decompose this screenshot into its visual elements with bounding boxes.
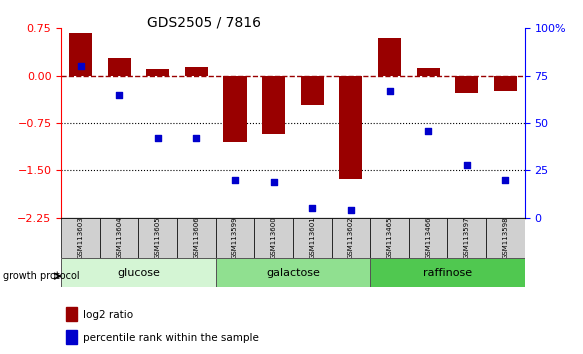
Text: glucose: glucose [117,268,160,278]
Text: GSM113598: GSM113598 [503,217,508,259]
Point [346,207,356,213]
Bar [66,307,78,321]
Bar [262,76,285,135]
Point [153,135,163,141]
Text: GSM113604: GSM113604 [116,217,122,259]
Text: GSM113465: GSM113465 [387,217,392,259]
Text: log2 ratio: log2 ratio [83,310,134,320]
Bar [494,76,517,91]
Bar [177,218,216,258]
Bar [293,218,332,258]
Bar [223,76,247,142]
Bar [301,76,324,105]
Bar [416,68,440,76]
Text: GSM113600: GSM113600 [271,217,277,259]
Bar [61,218,100,258]
Point [76,63,85,69]
Bar [185,68,208,76]
Bar [370,258,525,287]
Bar [107,58,131,76]
Text: galactose: galactose [266,268,320,278]
Point [385,88,394,94]
Bar [216,218,254,258]
Point [423,128,433,133]
Text: GSM113599: GSM113599 [232,217,238,259]
Text: GSM113602: GSM113602 [348,217,354,259]
Text: GSM113466: GSM113466 [425,217,431,259]
Text: GSM113605: GSM113605 [154,217,161,259]
Text: growth protocol: growth protocol [3,271,79,281]
Bar [370,218,409,258]
Bar [216,258,370,287]
Text: GSM113601: GSM113601 [309,217,315,259]
Bar [448,218,486,258]
Text: GSM113603: GSM113603 [78,217,83,259]
Text: GSM113597: GSM113597 [463,217,470,259]
Bar [378,38,401,76]
Point [192,135,201,141]
Point [269,179,278,184]
Bar [146,69,169,76]
Text: percentile rank within the sample: percentile rank within the sample [83,333,259,343]
Point [114,92,124,97]
Bar [455,76,478,93]
Text: raffinose: raffinose [423,268,472,278]
Bar [332,218,370,258]
Text: GSM113606: GSM113606 [194,217,199,259]
Bar [69,33,92,76]
Point [501,177,510,183]
Bar [100,218,138,258]
Bar [254,218,293,258]
Bar [66,330,78,344]
Bar [409,218,448,258]
Point [308,205,317,211]
Bar [138,218,177,258]
Bar [61,258,216,287]
Bar [486,218,525,258]
Text: GDS2505 / 7816: GDS2505 / 7816 [147,16,261,30]
Point [230,177,240,183]
Point [462,162,472,167]
Bar [339,76,363,178]
